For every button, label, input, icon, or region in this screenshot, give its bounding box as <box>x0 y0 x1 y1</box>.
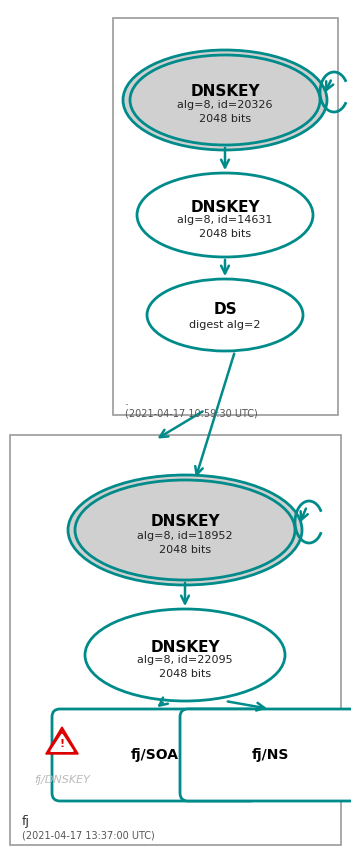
FancyBboxPatch shape <box>52 709 258 801</box>
Text: alg=8, id=20326
2048 bits: alg=8, id=20326 2048 bits <box>177 100 273 124</box>
FancyBboxPatch shape <box>180 709 351 801</box>
Polygon shape <box>51 734 73 752</box>
Polygon shape <box>46 727 78 754</box>
Text: fj/DNSKEY: fj/DNSKEY <box>34 775 90 785</box>
Ellipse shape <box>137 173 313 257</box>
Bar <box>113 18 338 415</box>
Text: alg=8, id=14631
2048 bits: alg=8, id=14631 2048 bits <box>177 215 273 239</box>
Ellipse shape <box>147 279 303 351</box>
Text: DS: DS <box>213 302 237 317</box>
Text: DNSKEY: DNSKEY <box>150 514 220 529</box>
Ellipse shape <box>68 475 302 585</box>
Ellipse shape <box>85 609 285 701</box>
Text: digest alg=2: digest alg=2 <box>189 320 261 330</box>
Text: alg=8, id=18952
2048 bits: alg=8, id=18952 2048 bits <box>137 531 233 554</box>
Text: !: ! <box>59 739 65 749</box>
Text: (2021-04-17 10:59:30 UTC): (2021-04-17 10:59:30 UTC) <box>125 408 258 418</box>
Text: DNSKEY: DNSKEY <box>190 85 260 99</box>
Ellipse shape <box>123 50 327 150</box>
Text: .: . <box>125 395 129 408</box>
Text: fj/NS: fj/NS <box>251 748 289 762</box>
Text: DNSKEY: DNSKEY <box>190 200 260 215</box>
Text: DNSKEY: DNSKEY <box>150 639 220 655</box>
Text: fj/SOA: fj/SOA <box>131 748 179 762</box>
Text: alg=8, id=22095
2048 bits: alg=8, id=22095 2048 bits <box>137 656 233 679</box>
Text: (2021-04-17 13:37:00 UTC): (2021-04-17 13:37:00 UTC) <box>22 830 155 840</box>
Text: fj: fj <box>22 815 30 828</box>
Bar <box>10 435 341 845</box>
